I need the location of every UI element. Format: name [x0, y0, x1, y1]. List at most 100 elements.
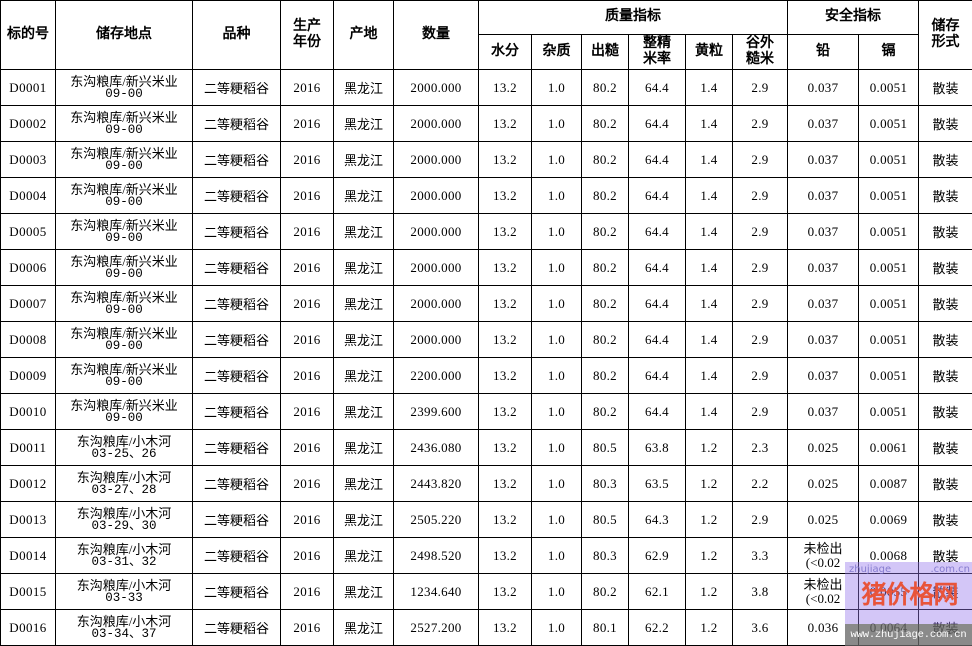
- cell-storage-location-line2: 09-00: [105, 266, 143, 281]
- cell-lot-number: D0008: [0, 321, 56, 358]
- cell-production-year: 2016: [280, 429, 334, 466]
- cell-origin: 黑龙江: [333, 141, 394, 178]
- cell-storage-location-line1: 东沟粮库/小木河: [76, 505, 172, 521]
- cell-impurity: 1.0: [531, 285, 582, 322]
- cell-milling-degree: 80.2: [581, 141, 629, 178]
- cell-origin: 黑龙江: [333, 69, 394, 106]
- cell-quantity: 2436.080: [393, 429, 479, 466]
- cell-impurity: 1.0: [531, 249, 582, 286]
- cell-outside-brown-rice: 2.9: [732, 213, 788, 250]
- cell-outside-brown-rice: 2.9: [732, 105, 788, 142]
- cell-lead-line1: 未检出: [803, 577, 843, 593]
- cell-lead: 0.037: [787, 357, 859, 394]
- cell-storage-location: 东沟粮库/新兴米业 09-00: [55, 393, 193, 430]
- cell-impurity: 1.0: [531, 105, 582, 142]
- cell-variety: 二等粳稻谷: [192, 537, 281, 574]
- cell-whole-rice-rate: 64.4: [628, 285, 686, 322]
- cell-quantity: 2000.000: [393, 249, 479, 286]
- cell-whole-rice-rate: 63.8: [628, 429, 686, 466]
- cell-milling-degree: 80.5: [581, 501, 629, 538]
- cell-lead: 0.025: [787, 429, 859, 466]
- cell-moisture: 13.2: [478, 141, 532, 178]
- cell-variety: 二等粳稻谷: [192, 465, 281, 502]
- cell-moisture: 13.2: [478, 357, 532, 394]
- cell-storage-location-line1: 东沟粮库/小木河: [76, 613, 172, 629]
- col-header-whole-rice-rate-line1: 整精: [643, 35, 671, 51]
- cell-cadmium: 0.0051: [858, 321, 919, 358]
- cell-lead: 0.037: [787, 177, 859, 214]
- cell-milling-degree: 80.2: [581, 105, 629, 142]
- cell-storage-location-line1: 东沟粮库/新兴米业: [70, 145, 178, 161]
- cell-milling-degree: 80.5: [581, 429, 629, 466]
- cell-production-year: 2016: [280, 357, 334, 394]
- col-header-impurity: 杂质: [531, 34, 582, 70]
- cell-outside-brown-rice: 3.6: [732, 609, 788, 646]
- cell-storage-form: 散装: [918, 213, 972, 250]
- cell-variety: 二等粳稻谷: [192, 501, 281, 538]
- cell-storage-location: 东沟粮库/新兴米业 09-00: [55, 213, 193, 250]
- cell-storage-location-line2: 03-25、26: [91, 446, 157, 461]
- cell-lead: 0.025: [787, 501, 859, 538]
- cell-production-year: 2016: [280, 321, 334, 358]
- cell-storage-location: 东沟粮库/新兴米业 09-00: [55, 105, 193, 142]
- cell-origin: 黑龙江: [333, 465, 394, 502]
- cell-variety: 二等粳稻谷: [192, 429, 281, 466]
- cell-lead: 未检出 (<0.02: [787, 537, 859, 574]
- cell-production-year: 2016: [280, 105, 334, 142]
- cell-storage-location-line2: 03-29、30: [91, 518, 157, 533]
- cell-origin: 黑龙江: [333, 573, 394, 610]
- col-header-production-year-line2: 年份: [293, 35, 321, 50]
- cell-storage-form: 散装: [918, 357, 972, 394]
- cell-milling-degree: 80.2: [581, 357, 629, 394]
- cell-yellow-grain: 1.4: [685, 249, 733, 286]
- cell-quantity: 2000.000: [393, 141, 479, 178]
- cell-storage-location-line1: 东沟粮库/新兴米业: [70, 217, 178, 233]
- cell-cadmium: 0.0051: [858, 285, 919, 322]
- cell-storage-location-line2: 09-00: [105, 410, 143, 425]
- cell-storage-location: 东沟粮库/小木河 03-33: [55, 573, 193, 610]
- table-row: D0005 东沟粮库/新兴米业 09-00 二等粳稻谷 2016 黑龙江 2000.000 1…: [0, 213, 972, 250]
- cell-origin: 黑龙江: [333, 285, 394, 322]
- cell-storage-form: 散装: [918, 537, 972, 574]
- col-header-production-year: 生产 年份: [280, 0, 334, 70]
- table-row: D0001 东沟粮库/新兴米业 09-00 二等粳稻谷 2016 黑龙江 2000.000 1…: [0, 69, 972, 106]
- cell-storage-location-line1: 东沟粮库/小木河: [76, 469, 172, 485]
- cell-storage-location: 东沟粮库/新兴米业 09-00: [55, 321, 193, 358]
- col-header-outside-brown-rice-line1: 谷外: [746, 35, 774, 51]
- col-header-yellow-grain: 黄粒: [685, 34, 733, 70]
- cell-moisture: 13.2: [478, 501, 532, 538]
- cell-storage-form: 散装: [918, 501, 972, 538]
- cell-outside-brown-rice: 3.3: [732, 537, 788, 574]
- cell-storage-form: 散装: [918, 465, 972, 502]
- group-header-safety-indicators: 安全指标: [787, 0, 919, 35]
- col-header-quantity: 数量: [393, 0, 479, 70]
- cell-lead: 0.037: [787, 141, 859, 178]
- cell-lot-number: D0013: [0, 501, 56, 538]
- cell-quantity: 2000.000: [393, 285, 479, 322]
- cell-impurity: 1.0: [531, 141, 582, 178]
- cell-yellow-grain: 1.4: [685, 393, 733, 430]
- cell-yellow-grain: 1.4: [685, 105, 733, 142]
- cell-impurity: 1.0: [531, 573, 582, 610]
- cell-lead: 0.037: [787, 213, 859, 250]
- cell-variety: 二等粳稻谷: [192, 393, 281, 430]
- cell-whole-rice-rate: 64.4: [628, 177, 686, 214]
- table-row: D0009 东沟粮库/新兴米业 09-00 二等粳稻谷 2016 黑龙江 2200.000 1…: [0, 357, 972, 394]
- cell-storage-form: 散装: [918, 105, 972, 142]
- cell-storage-form: 散装: [918, 177, 972, 214]
- cell-lot-number: D0004: [0, 177, 56, 214]
- cell-storage-location-line2: 09-00: [105, 86, 143, 101]
- cell-origin: 黑龙江: [333, 357, 394, 394]
- cell-yellow-grain: 1.4: [685, 321, 733, 358]
- cell-milling-degree: 80.1: [581, 609, 629, 646]
- cell-production-year: 2016: [280, 501, 334, 538]
- cell-cadmium: 0.0069: [858, 501, 919, 538]
- cell-storage-form: 散装: [918, 141, 972, 178]
- cell-origin: 黑龙江: [333, 501, 394, 538]
- cell-whole-rice-rate: 62.9: [628, 537, 686, 574]
- cell-milling-degree: 80.3: [581, 465, 629, 502]
- cell-lot-number: D0003: [0, 141, 56, 178]
- cell-storage-location-line2: 03-34、37: [91, 626, 157, 641]
- cell-cadmium: 0.0055: [858, 573, 919, 610]
- col-header-whole-rice-rate-line2: 米率: [643, 52, 671, 67]
